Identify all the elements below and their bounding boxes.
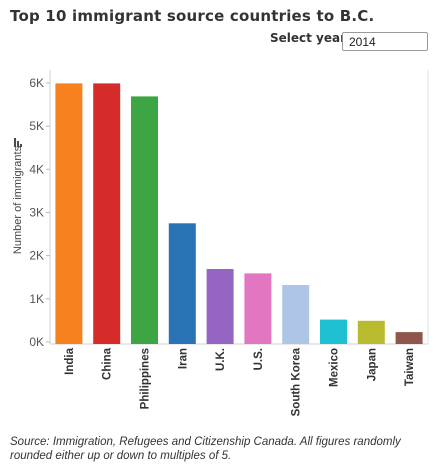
x-tick-label: Mexico (329, 348, 341, 387)
x-tick-label: Japan (366, 348, 378, 381)
y-tick-label: 5K (29, 119, 44, 133)
bar-south-korea[interactable] (282, 285, 310, 344)
year-dropdown-value: 2014 (349, 35, 376, 49)
x-tick-label: Philippines (140, 348, 152, 409)
x-tick-label: India (64, 347, 76, 374)
y-tick-label: 6K (29, 76, 44, 90)
bar-china[interactable] (93, 83, 121, 345)
bar-iran[interactable] (168, 223, 196, 344)
y-tick-label: 4K (29, 162, 44, 176)
x-tick-label: China (102, 347, 114, 380)
year-dropdown[interactable]: 2014 (342, 32, 428, 51)
bar-taiwan[interactable] (395, 332, 423, 344)
sort-icon[interactable] (14, 138, 22, 147)
x-tick-label: South Korea (291, 347, 303, 416)
bar-chart: 0K 1K 2K 3K 4K 5K 6K Number of immigrants India C… (12, 70, 429, 416)
y-tick-label: 3K (29, 206, 44, 220)
source-note: Source: Immigration, Refugees and Citize… (10, 436, 401, 462)
x-tick-label: U.S. (253, 348, 265, 370)
y-tick-label: 0K (29, 335, 44, 349)
bar-u-k[interactable] (206, 269, 234, 344)
x-tick-label: U.K. (215, 348, 227, 371)
x-tick-label: Taiwan (404, 348, 416, 386)
y-tick-label: 1K (29, 292, 44, 306)
bar-india[interactable] (55, 83, 83, 345)
bar-mexico[interactable] (320, 319, 347, 344)
select-year-label: Select year (270, 31, 347, 45)
bar-philippines[interactable] (131, 96, 158, 345)
bar-japan[interactable] (357, 320, 385, 344)
bar-u-s[interactable] (244, 273, 272, 344)
y-tick-label: 2K (29, 249, 44, 263)
chart-title: Top 10 immigrant source countries to B.C… (10, 7, 375, 25)
x-tick-label: Iran (177, 348, 189, 369)
y-axis-title: Number of immigrants (12, 145, 24, 254)
